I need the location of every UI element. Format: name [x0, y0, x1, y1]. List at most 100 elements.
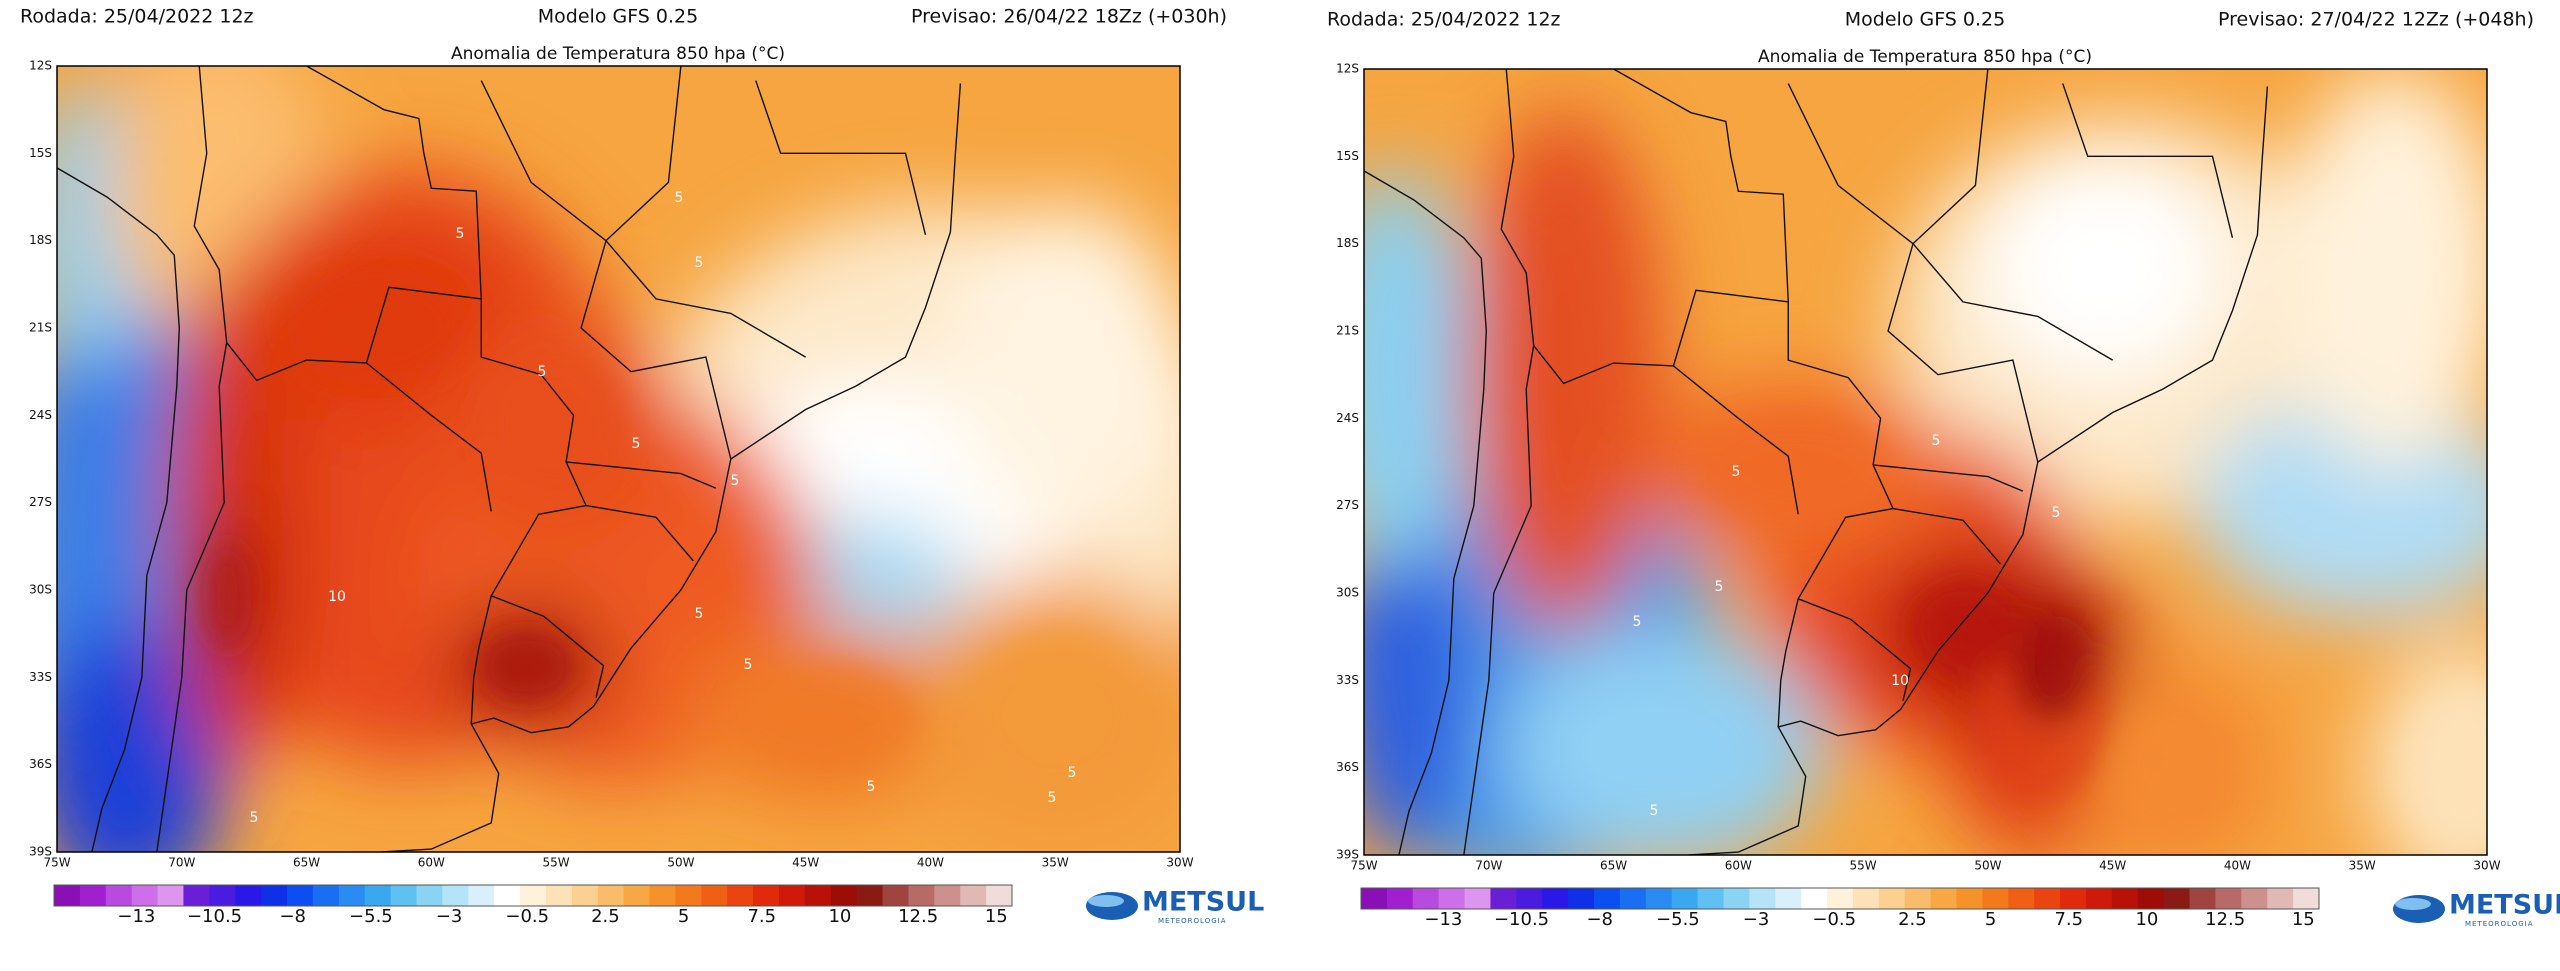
contour-label: 10 [1891, 673, 1909, 689]
map-title: Anomalia de Temperatura 850 hpa (°C) [451, 44, 785, 64]
border-line [1887, 243, 2039, 463]
colorbar-swatch [494, 885, 521, 906]
anomaly-area [1984, 159, 2224, 379]
colorbar-swatch [856, 885, 884, 906]
border-line [480, 80, 607, 242]
colorbar-swatch [882, 885, 909, 906]
colorbar-label: 7.5 [2054, 909, 2083, 930]
logo-swoosh [1088, 895, 1124, 907]
lon-tick-label: 50W [667, 856, 694, 870]
border-line [605, 66, 807, 358]
colorbar: −13 −10.5 −8 −5.5 −3 −0.5 2.5 5 7.5 10 12.5 15 [53, 884, 1013, 927]
colorbar-swatch [1852, 888, 1880, 909]
temperature-field [1364, 69, 2487, 855]
contour-label: 5 [1932, 433, 1941, 449]
anomaly-core [1698, 415, 1890, 523]
lat-tick-label: 30S [1336, 586, 1359, 600]
logo-text: METSUL [2449, 890, 2560, 921]
contour-label: 5 [744, 657, 753, 673]
colorbar: −13 −10.5 −8 −5.5 −3 −0.5 2.5 5 7.5 10 12.5 15 [1360, 887, 2320, 930]
colorbar-swatch [1490, 888, 1517, 909]
colorbar-label: 2.5 [591, 906, 620, 927]
colorbar-label: −10.5 [1494, 909, 1549, 930]
map-frame [1363, 68, 2488, 856]
colorbar-swatch [649, 885, 676, 906]
forecast-label: Previsao: 26/04/22 18Zz (+030h) [911, 6, 1227, 28]
colorbar-swatch [468, 885, 495, 906]
anomaly-core [203, 542, 251, 650]
border-line [2062, 83, 2234, 239]
colorbar-swatch [571, 885, 599, 906]
colorbar-label: 12.5 [2205, 909, 2245, 930]
anomaly-area [947, 206, 1180, 526]
colorbar-label: −3 [436, 906, 463, 927]
colorbar-swatch [520, 885, 547, 906]
run-label: Rodada: 25/04/2022 12z [20, 6, 254, 28]
colorbar-swatch [1542, 888, 1569, 909]
colorbar-swatch [287, 885, 314, 906]
map-panel: Rodada: 25/04/2022 12z Modelo GFS 0.25 Pre… [20, 6, 1264, 928]
anomaly-core [485, 354, 629, 498]
colorbar-swatch [778, 885, 806, 906]
colorbar-swatch [908, 885, 935, 906]
colorbar-swatch [1361, 888, 1388, 909]
colorbar-swatch [830, 885, 858, 906]
colorbar-label: 5 [678, 906, 689, 927]
colorbar-swatch [1930, 888, 1958, 909]
contour-label: 5 [1633, 614, 1642, 630]
logo-swoosh [2395, 898, 2431, 910]
border-line [381, 83, 962, 852]
contour-label: 5 [2052, 505, 2061, 521]
border-line [1912, 69, 2114, 361]
anomaly-area [2284, 69, 2487, 469]
forecast-label: Previsao: 27/04/22 12Zz (+048h) [2218, 9, 2534, 31]
colorbar-swatch [2034, 888, 2061, 909]
colorbar-swatch [1412, 888, 1440, 909]
border-line [755, 80, 927, 236]
map-panel: Rodada: 25/04/2022 12z Modelo GFS 0.25 Pre… [1327, 9, 2560, 931]
border-line [585, 504, 694, 562]
contour-label: 5 [695, 255, 704, 271]
colorbar-swatch [1827, 888, 1854, 909]
border-line [306, 66, 482, 299]
lon-tick-label: 45W [2099, 859, 2126, 873]
colorbar-swatch [2189, 888, 2216, 909]
contour-label: 10 [328, 589, 346, 605]
colorbar-frame [1360, 887, 2320, 910]
border-line [490, 595, 605, 698]
colorbar-swatch [2111, 888, 2139, 909]
lat-tick-label: 36S [29, 757, 52, 771]
anomaly-detail [1698, 415, 2487, 847]
colorbar-swatch [1775, 888, 1802, 909]
lon-tick-label: 75W [1350, 859, 1377, 873]
lon-tick-label: 50W [1974, 859, 2001, 873]
colorbar-label: 15 [985, 906, 1008, 927]
border-line [1688, 86, 2269, 855]
border-line [1613, 69, 1789, 302]
border-line [580, 240, 732, 460]
colorbar-swatch [209, 885, 236, 906]
contour-label: 5 [1732, 464, 1741, 480]
colorbar-swatch [727, 885, 754, 906]
colorbar-swatch [597, 885, 625, 906]
contour-label: 5 [695, 606, 704, 622]
contour-label: 5 [731, 473, 740, 489]
contour-label: 5 [675, 190, 684, 206]
anomaly-core [2114, 703, 2234, 835]
colorbar-swatch [312, 885, 340, 906]
border-line [57, 166, 180, 852]
lon-tick-label: 60W [1725, 859, 1752, 873]
contour-label: 5 [456, 226, 465, 242]
colorbar-label: −13 [1424, 909, 1462, 930]
colorbar-swatch [2293, 888, 2320, 909]
anomaly-area [1464, 109, 1664, 629]
lon-tick-label: 30W [2473, 859, 2500, 873]
anomaly-core [737, 662, 917, 770]
colorbar-label: −0.5 [505, 906, 549, 927]
lon-tick-label: 35W [2349, 859, 2376, 873]
border-line [365, 286, 588, 724]
border-line [1364, 169, 1487, 855]
colorbar-swatch [804, 885, 832, 906]
colorbar-swatch [934, 885, 961, 906]
